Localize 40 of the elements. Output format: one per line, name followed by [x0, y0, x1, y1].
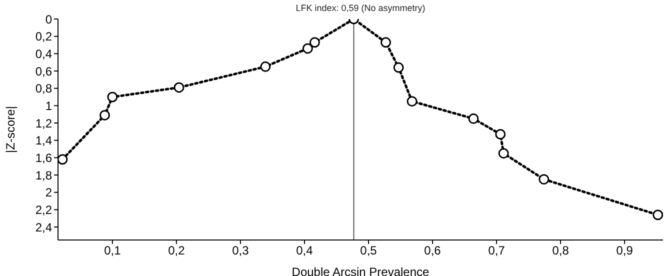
- point: [174, 82, 184, 93]
- y-axis-title: |Z-score|: [3, 106, 18, 153]
- point: [107, 92, 118, 102]
- y-tick-label: 2,2: [35, 202, 52, 217]
- point: [538, 174, 550, 185]
- point: [495, 129, 506, 140]
- y-tick-label: 0,6: [35, 64, 52, 78]
- x-tick-label: 0,3: [232, 244, 250, 258]
- x-tick-label: 0,8: [552, 244, 570, 258]
- x-tick-label: 0,1: [104, 244, 122, 258]
- point: [380, 37, 392, 48]
- point: [99, 110, 110, 120]
- point: [652, 210, 663, 220]
- y-tick-label: 0,2: [35, 30, 52, 44]
- point: [302, 43, 313, 54]
- x-tick-label: 0,2: [168, 244, 186, 258]
- point: [309, 37, 320, 48]
- y-tick-label: 1,4: [35, 134, 52, 148]
- chart-title: LFK index: 0,59 (No asymmetry): [294, 3, 426, 13]
- point: [498, 148, 509, 159]
- x-tick-label: 0,9: [616, 244, 634, 258]
- x-tick-label: 0,7: [488, 244, 506, 258]
- y-tick-label: 0,8: [35, 82, 52, 96]
- point: [406, 96, 418, 107]
- point: [393, 62, 404, 73]
- y-tick-label: 1,6: [35, 150, 52, 165]
- y-tick-label: 2: [45, 186, 52, 200]
- point: [58, 154, 68, 165]
- x-axis-title: Double Arcsin Prevalence: [292, 265, 430, 276]
- x-tick-label: 0,6: [424, 244, 442, 258]
- y-tick-label: 1,2: [35, 116, 52, 130]
- x-tick-label: 0,5: [360, 244, 378, 258]
- y-tick-label: 1: [45, 98, 52, 113]
- point: [468, 113, 479, 124]
- y-tick-label: 1,8: [35, 168, 52, 182]
- y-tick-label: 2,4: [35, 220, 52, 234]
- y-tick-label: 0: [45, 12, 52, 26]
- point: [260, 61, 271, 72]
- x-tick-label: 0,4: [296, 244, 314, 258]
- y-tick-label: 0,4: [35, 46, 52, 61]
